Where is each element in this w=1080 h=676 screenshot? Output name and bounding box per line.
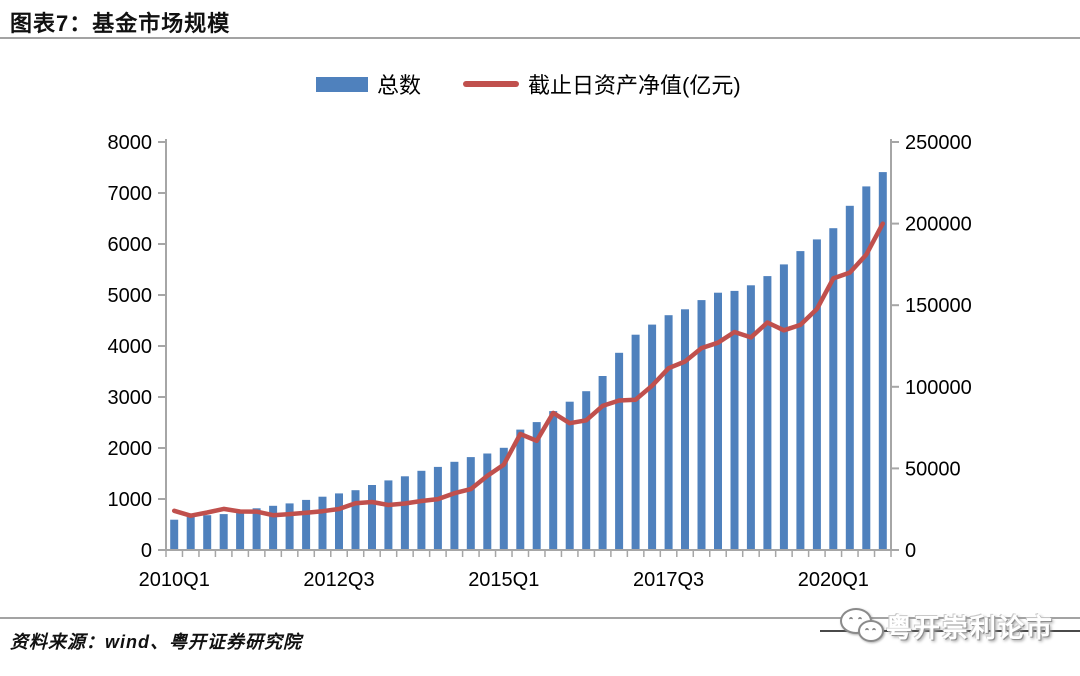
y-axis-label-right: 0 [905, 540, 916, 562]
bar [318, 496, 327, 550]
footer-divider [0, 617, 1080, 619]
y-axis-label-right: 150000 [905, 295, 972, 317]
legend-label-nav: 截止日资产净值(亿元) [528, 73, 741, 98]
brand-watermark: 粤开崇利论市 [820, 602, 1080, 660]
bar [368, 485, 376, 550]
bar [433, 466, 442, 550]
bar-series-swatch [316, 76, 368, 92]
x-axis-label: 2017Q3 [633, 569, 704, 591]
bar [664, 315, 673, 550]
page-title: 图表7：基金市场规模 [10, 11, 231, 36]
bar [862, 186, 871, 550]
y-axis-label-right: 250000 [905, 132, 972, 154]
bar [878, 172, 887, 550]
source-note: 资料来源：wind、粤开证券研究院 [10, 632, 302, 652]
chat-bubble-small [858, 620, 884, 642]
bar [746, 285, 755, 550]
y-axis-label-left: 4000 [108, 336, 153, 358]
bar [681, 309, 689, 550]
bar [236, 511, 245, 550]
bar [648, 324, 657, 550]
bar [697, 300, 706, 550]
title-divider [0, 37, 1080, 39]
y-axis-label-right: 100000 [905, 377, 972, 399]
chart-legend: 总数 截止日资产净值(亿元) [316, 68, 741, 100]
y-axis-label-right: 50000 [905, 458, 961, 480]
bar [829, 228, 838, 550]
watermark-line [820, 630, 1080, 632]
bar [466, 457, 475, 550]
bar [499, 447, 508, 550]
y-axis-label-left: 0 [141, 540, 152, 562]
bar [351, 490, 360, 550]
x-axis-label: 2020Q1 [798, 569, 869, 591]
y-axis-label-left: 8000 [108, 132, 153, 154]
bar [269, 505, 278, 550]
y-axis-label-left: 3000 [108, 387, 153, 409]
legend-item-nav: 截止日资产净值(亿元) [463, 68, 741, 100]
bar [516, 429, 525, 550]
bar [335, 493, 343, 550]
bar [615, 352, 624, 550]
x-axis-label: 2010Q1 [139, 569, 210, 591]
bar [450, 461, 459, 550]
y-axis-label-left: 6000 [108, 234, 153, 256]
bar [203, 515, 212, 550]
bar [549, 411, 558, 550]
bar [565, 401, 574, 550]
bar [170, 519, 179, 550]
bar [763, 276, 772, 550]
wechat-icon [840, 606, 888, 650]
nav-line [171, 221, 886, 518]
bar [384, 480, 393, 550]
x-axis-label: 2012Q3 [303, 569, 374, 591]
y-axis-label-left: 2000 [108, 438, 153, 460]
y-axis-label-left: 7000 [108, 183, 153, 205]
legend-item-total: 总数 [316, 68, 421, 100]
bar [417, 470, 426, 550]
bar [483, 453, 492, 550]
y-axis-label-left: 1000 [108, 489, 153, 511]
legend-label-total: 总数 [377, 73, 422, 98]
y-axis-label-right: 200000 [905, 214, 972, 236]
bar [845, 205, 854, 551]
watermark-text: 粤开崇利论市 [886, 613, 1055, 643]
bar [812, 239, 821, 550]
bar [598, 376, 607, 550]
bar [400, 476, 409, 550]
bar [796, 251, 805, 550]
bar [532, 422, 541, 550]
bar [779, 264, 788, 550]
bar [730, 290, 739, 550]
bar [582, 391, 591, 550]
bar [285, 503, 294, 550]
bar [302, 499, 311, 550]
y-axis-label-left: 5000 [108, 285, 153, 307]
x-axis-label: 2015Q1 [468, 569, 539, 591]
bar [219, 514, 228, 550]
bar [252, 508, 261, 550]
bar [186, 516, 195, 550]
bar [631, 334, 640, 550]
bar [714, 292, 722, 550]
line-series-swatch [463, 81, 520, 87]
